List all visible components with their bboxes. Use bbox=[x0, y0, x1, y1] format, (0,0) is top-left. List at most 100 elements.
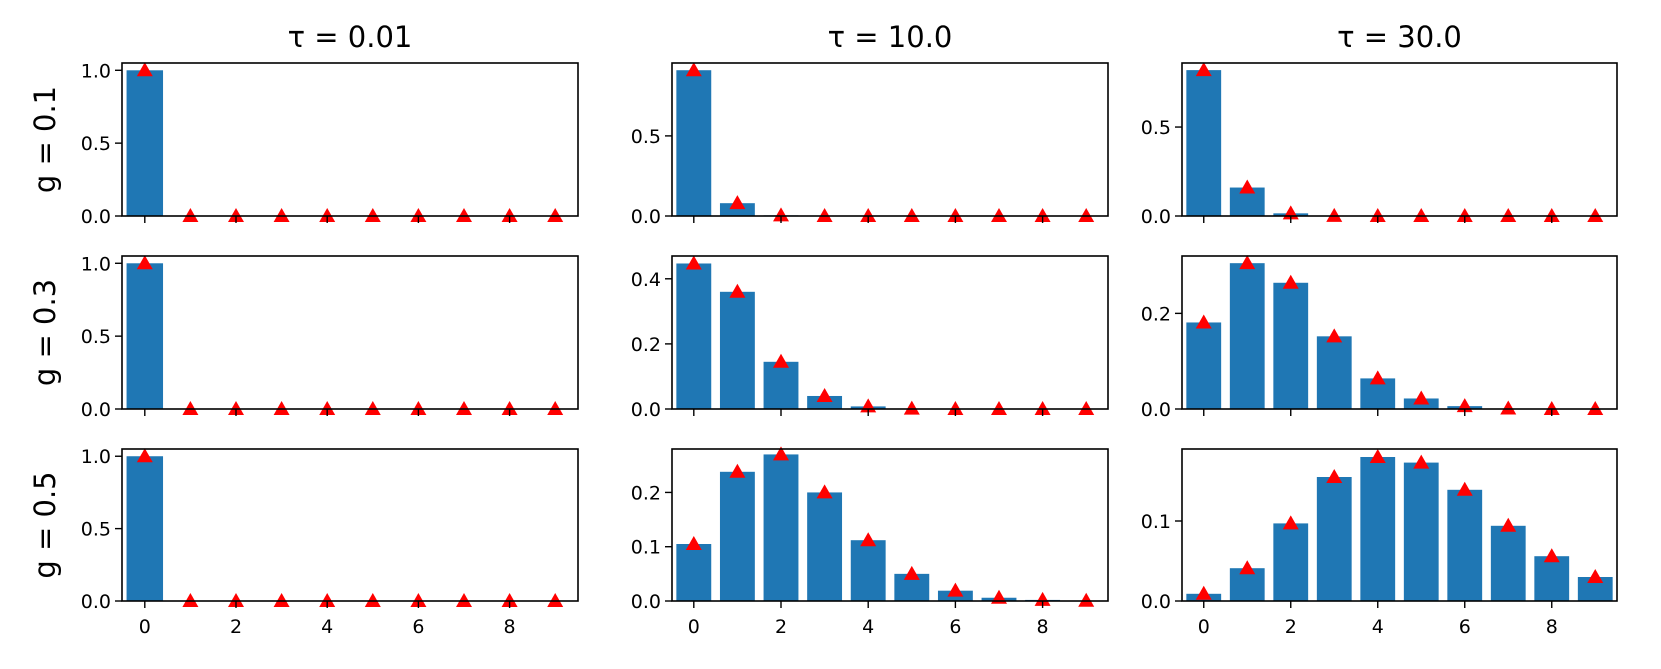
panel-r1-c0-bar-0 bbox=[127, 263, 163, 409]
panel-r2-c2-ytick-label-1: 0.1 bbox=[1141, 511, 1171, 533]
panel-r0-c2-marker-0 bbox=[1196, 62, 1212, 76]
panel-r1-c1-bar-0 bbox=[676, 263, 711, 409]
panel-r2-c0-xtick-label-3: 6 bbox=[412, 616, 424, 638]
panel-r2-c1-marker-6 bbox=[947, 583, 963, 597]
panel-r2-c2-marker-3 bbox=[1326, 469, 1342, 483]
panel-r2-c1-bar-2 bbox=[764, 454, 799, 601]
panel-r1-c2-marker-4 bbox=[1370, 370, 1386, 384]
panel-r2-c0-marker-3 bbox=[274, 593, 290, 607]
panel-r1-c2-marker-1 bbox=[1239, 255, 1255, 269]
panel-r2-c1-xtick-label-3: 6 bbox=[949, 616, 961, 638]
panel-r1-c0-ytick-label-0: 0.0 bbox=[81, 399, 111, 421]
panel-r0-c1-bar-0 bbox=[676, 70, 711, 216]
row-label-1: g = 0.3 bbox=[28, 279, 62, 386]
panel-r2-c2-xtick-label-2: 4 bbox=[1372, 616, 1384, 638]
panel-r2-c1-xtick-label-1: 2 bbox=[775, 616, 787, 638]
panel-r1-c0-marker-5 bbox=[365, 401, 381, 415]
panel-r1-c2-marker-2 bbox=[1283, 275, 1299, 289]
panel-r2-c2-ytick-label-0: 0.0 bbox=[1141, 591, 1171, 613]
panel-r1-c1-ytick-label-1: 0.2 bbox=[631, 334, 661, 356]
panel-r1-c1-marker-2 bbox=[773, 354, 789, 368]
panel-r2-c0-xtick-label-1: 2 bbox=[230, 616, 242, 638]
panel-r2-c1-marker-3 bbox=[817, 484, 833, 498]
panel-r2-c1-ytick-label-0: 0.0 bbox=[631, 591, 661, 613]
panel-r0-c0-ytick-label-2: 1.0 bbox=[81, 60, 111, 82]
panel-r2-c0-marker-1 bbox=[182, 593, 198, 607]
panel-r2-c2-bar-2 bbox=[1273, 523, 1308, 601]
panel-r1-c0-marker-0 bbox=[137, 255, 153, 269]
panel-r2-c2-xtick-label-4: 8 bbox=[1546, 616, 1558, 638]
panel-r2-c1-bar-3 bbox=[807, 492, 842, 601]
panel-r2-c1-marker-0 bbox=[686, 536, 702, 550]
panel-r0-c2-marker-1 bbox=[1239, 180, 1255, 194]
panel-r2-c2-marker-6 bbox=[1457, 482, 1473, 496]
row-label-2: g = 0.5 bbox=[28, 471, 62, 578]
panel-r0-c1-marker-5 bbox=[904, 208, 920, 222]
panel-r0-c0-marker-1 bbox=[182, 208, 198, 222]
panel-r2-c0-ytick-label-0: 0.0 bbox=[81, 591, 111, 613]
panel-r0-c0-marker-9 bbox=[547, 208, 563, 222]
panel-r2-c2-marker-8 bbox=[1544, 548, 1560, 562]
panel-r0-c1-marker-9 bbox=[1078, 208, 1094, 222]
panel-r2-c2-marker-2 bbox=[1283, 515, 1299, 529]
panel-r2-c2-bar-4 bbox=[1360, 457, 1395, 601]
panel-r2-c1-marker-5 bbox=[904, 566, 920, 580]
panel-r2-c2-marker-4 bbox=[1370, 449, 1386, 463]
panel-r2-c0-xtick-label-4: 8 bbox=[504, 616, 516, 638]
panel-r1-c0-marker-3 bbox=[274, 401, 290, 415]
row-label-0: g = 0.1 bbox=[28, 86, 62, 193]
panel-r2-c1-xtick-label-0: 0 bbox=[688, 616, 700, 638]
panel-r0-c0-frame bbox=[122, 63, 578, 216]
panel-r0-c1-frame bbox=[672, 63, 1108, 216]
panel-r1-c2-bar-0 bbox=[1186, 322, 1221, 409]
panel-r2-c0-marker-0 bbox=[137, 448, 153, 462]
column-title-2: τ = 30.0 bbox=[1337, 20, 1462, 54]
panel-r2-c1-xtick-label-2: 4 bbox=[862, 616, 874, 638]
panel-r0-c0-marker-7 bbox=[456, 208, 472, 222]
panel-r2-c2-xtick-label-3: 6 bbox=[1459, 616, 1471, 638]
panel-r2-c1-marker-4 bbox=[860, 532, 876, 546]
panel-r2-c1-xtick-label-4: 8 bbox=[1037, 616, 1049, 638]
panel-r0-c1-ytick-label-0: 0.0 bbox=[631, 206, 661, 228]
panel-r1-c1-bar-2 bbox=[764, 362, 799, 409]
panel-r2-c0-bar-0 bbox=[127, 456, 163, 601]
panel-r1-c2-bar-3 bbox=[1317, 336, 1352, 409]
panel-r1-c1-marker-0 bbox=[686, 255, 702, 269]
panel-r0-c1-ytick-label-1: 0.5 bbox=[631, 126, 661, 148]
panel-r1-c0-frame bbox=[122, 256, 578, 409]
panel-r2-c2-marker-1 bbox=[1239, 560, 1255, 574]
panel-r2-c2-marker-7 bbox=[1500, 518, 1516, 532]
panel-r2-c0-xtick-label-0: 0 bbox=[139, 616, 151, 638]
panel-r0-c1-marker-0 bbox=[686, 62, 702, 76]
panel-r2-c2-marker-9 bbox=[1587, 569, 1603, 583]
panel-r0-c1-marker-1 bbox=[729, 195, 745, 209]
panel-r1-c2-ytick-label-1: 0.2 bbox=[1141, 303, 1171, 325]
panel-r2-c2-bar-3 bbox=[1317, 477, 1352, 601]
panel-r1-c2-bar-1 bbox=[1230, 263, 1265, 409]
panel-r2-c1-ytick-label-2: 0.2 bbox=[631, 482, 661, 504]
panel-r2-c2-xtick-label-0: 0 bbox=[1198, 616, 1210, 638]
panel-r2-c2-bar-6 bbox=[1447, 490, 1482, 601]
panel-r1-c2-marker-9 bbox=[1587, 401, 1603, 415]
panel-r0-c0-marker-5 bbox=[365, 208, 381, 222]
panel-r1-c1-bar-1 bbox=[720, 292, 755, 409]
panel-r0-c2-marker-3 bbox=[1326, 208, 1342, 222]
panel-r1-c1-marker-1 bbox=[729, 284, 745, 298]
panel-r0-c0-ytick-label-0: 0.0 bbox=[81, 206, 111, 228]
panel-r2-c1-ytick-label-1: 0.1 bbox=[631, 537, 661, 559]
panel-r1-c0-marker-9 bbox=[547, 401, 563, 415]
panel-r1-c1-marker-3 bbox=[817, 388, 833, 402]
panel-r2-c2-xtick-label-1: 2 bbox=[1285, 616, 1297, 638]
panel-r0-c2-ytick-label-0: 0.0 bbox=[1141, 206, 1171, 228]
panel-r2-c2-bar-7 bbox=[1491, 526, 1526, 601]
panel-r0-c0-marker-0 bbox=[137, 62, 153, 76]
panel-r1-c2-ytick-label-0: 0.0 bbox=[1141, 399, 1171, 421]
panel-r2-c2-marker-0 bbox=[1196, 586, 1212, 600]
column-title-0: τ = 0.01 bbox=[288, 20, 413, 54]
panel-r2-c0-ytick-label-2: 1.0 bbox=[81, 446, 111, 468]
panel-r1-c0-ytick-label-1: 0.5 bbox=[81, 326, 111, 348]
panel-r1-c1-ytick-label-2: 0.4 bbox=[631, 269, 661, 291]
panel-r0-c2-ytick-label-1: 0.5 bbox=[1141, 117, 1171, 139]
